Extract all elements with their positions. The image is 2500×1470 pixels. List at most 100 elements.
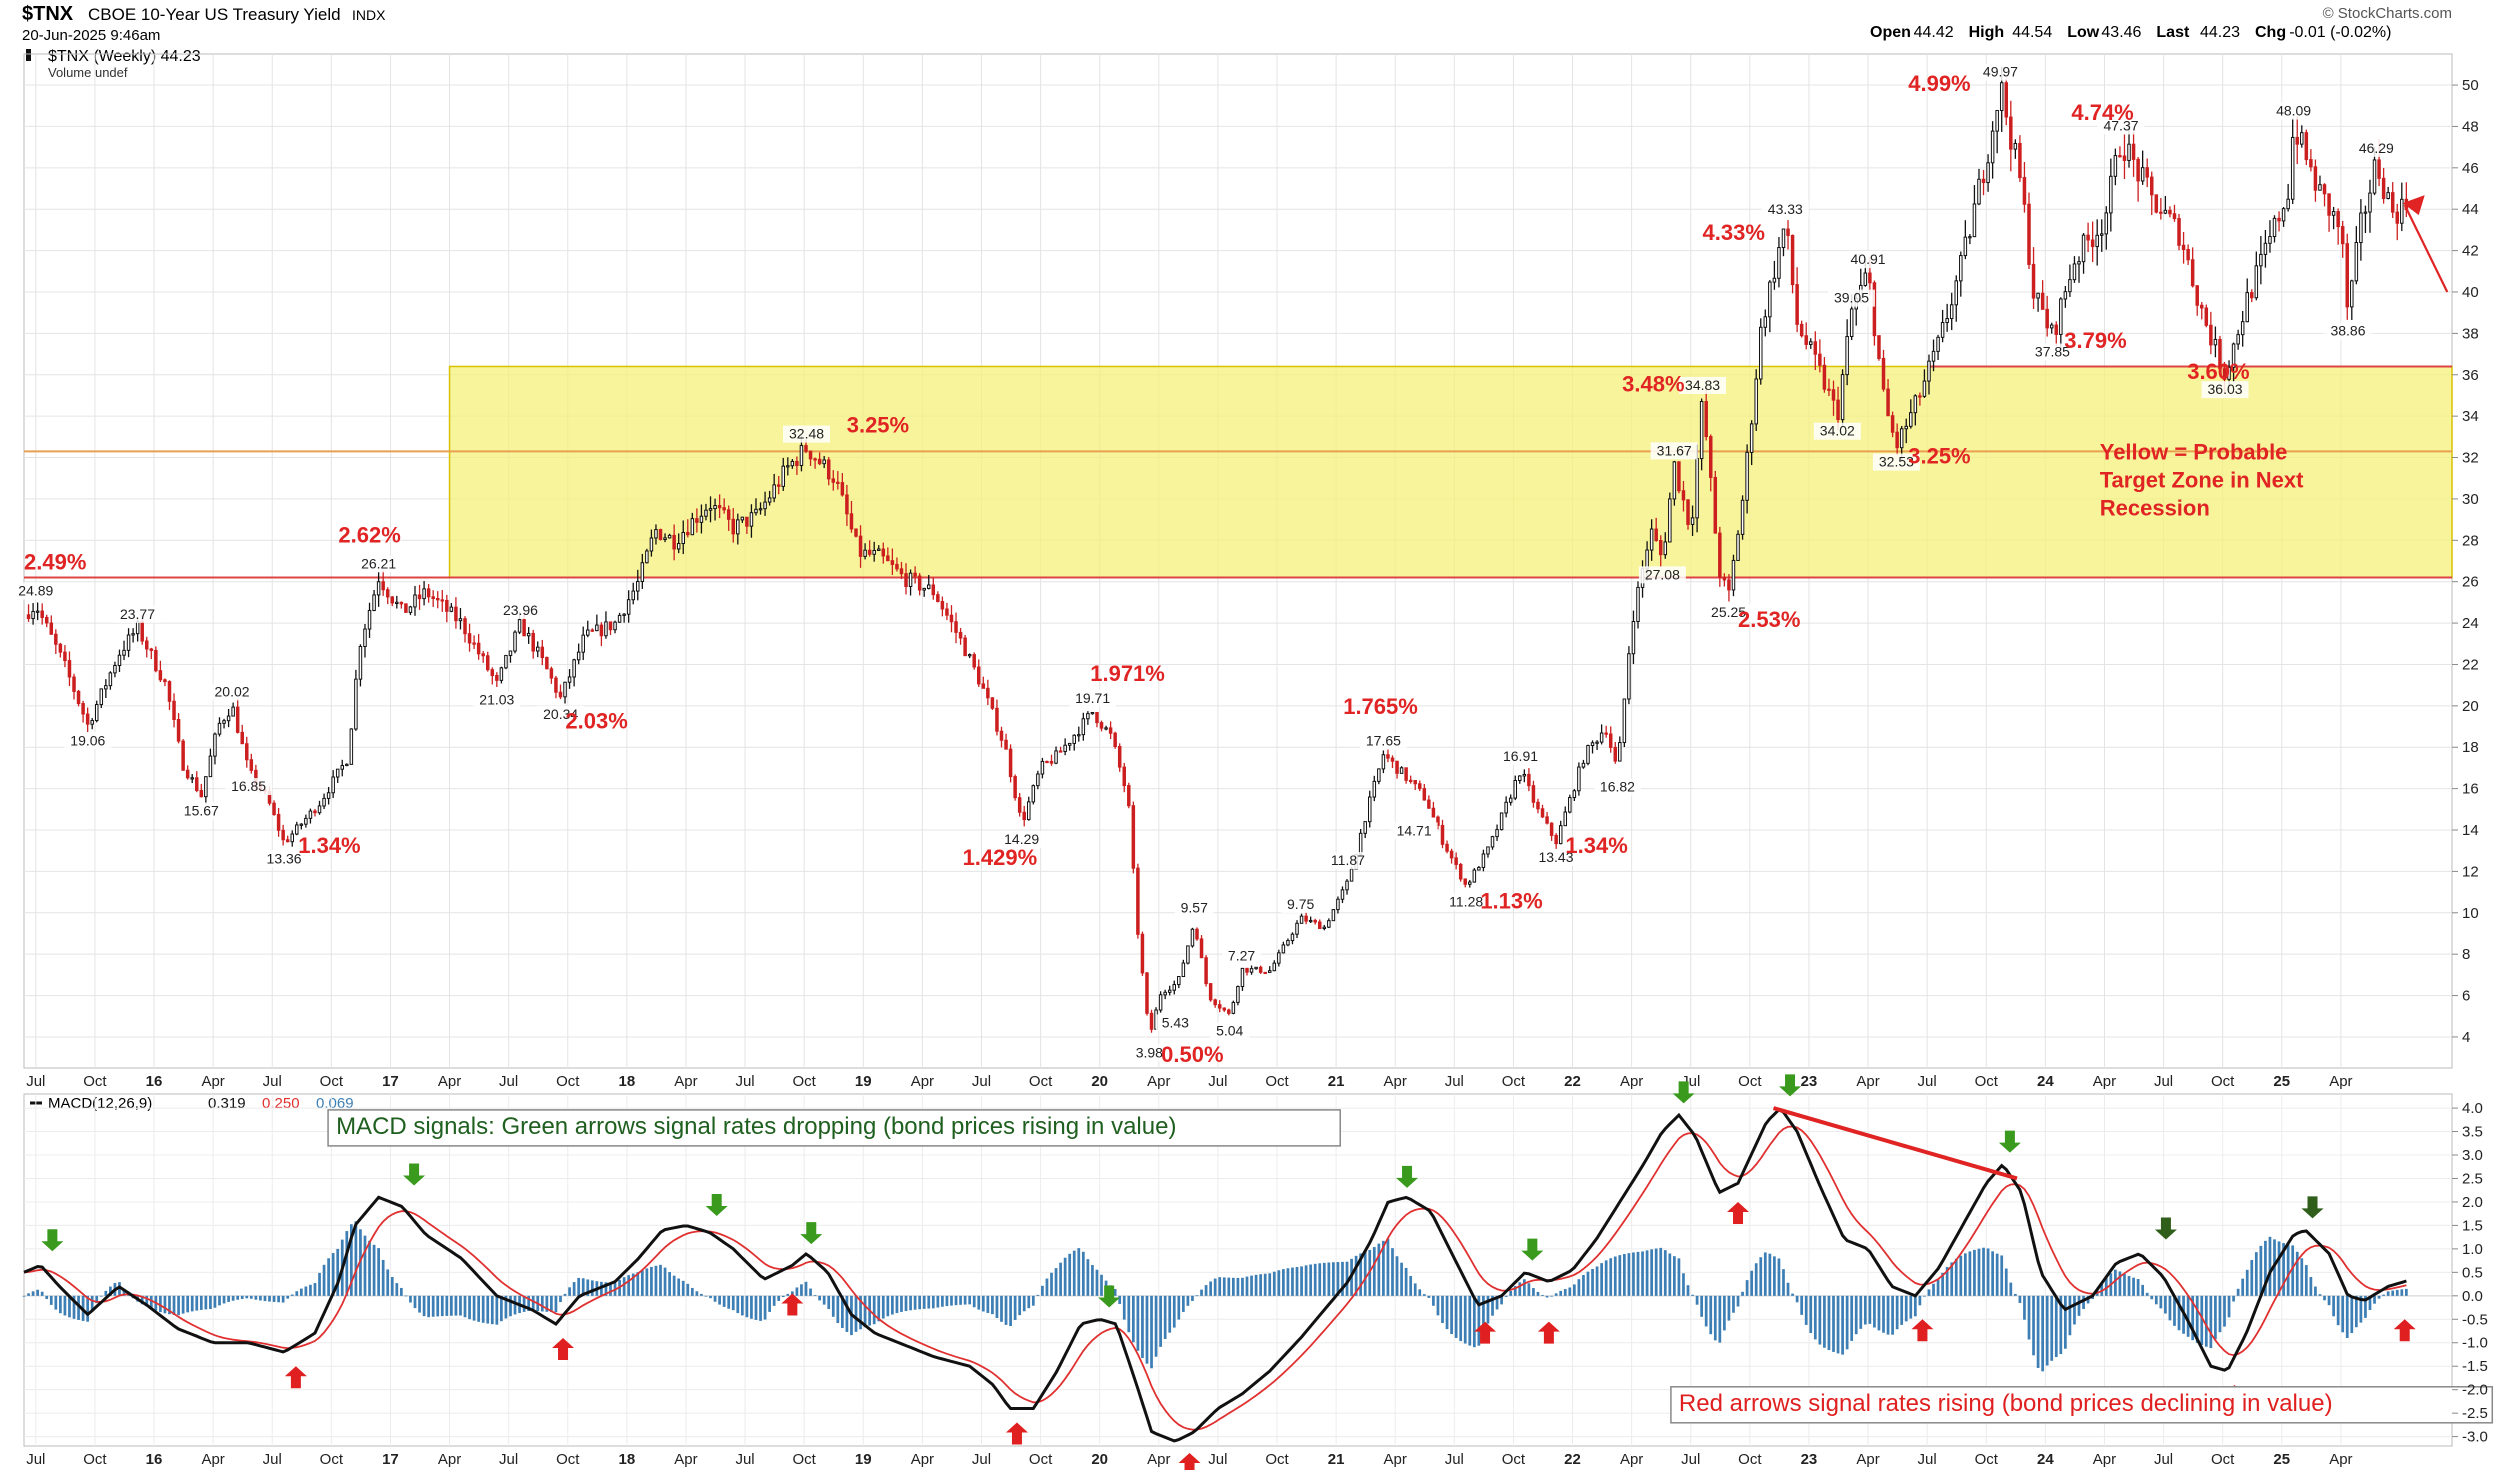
candle-body	[235, 706, 240, 733]
candle-body	[1777, 247, 1781, 279]
candle-body	[817, 458, 822, 465]
point-label: 21.03	[479, 692, 514, 708]
histogram-bar	[1000, 1295, 1003, 1322]
histogram-bar	[2291, 1245, 2295, 1296]
histogram-bar	[872, 1295, 876, 1325]
candle-body	[1004, 739, 1008, 750]
histogram-bar	[895, 1295, 899, 1314]
candle-body	[1272, 962, 1277, 972]
histogram-bar	[345, 1231, 349, 1296]
x-tick-label: 25	[2273, 1451, 2290, 1468]
histogram-bar	[72, 1295, 76, 1319]
candle-body	[2036, 292, 2040, 299]
x-tick-label: Jul	[1445, 1073, 1464, 1090]
down-arrow-icon	[2301, 1196, 2324, 1219]
candle-body	[2081, 234, 2086, 263]
ohlc-value: 44.54	[2012, 24, 2052, 41]
histogram-bar	[1782, 1269, 1785, 1296]
candle-body	[2400, 198, 2404, 224]
candle-body	[1377, 768, 1381, 782]
histogram-bar	[1372, 1247, 1376, 1296]
histogram-bar	[1741, 1291, 1744, 1296]
candle-body	[2072, 263, 2077, 281]
histogram-bar	[409, 1295, 412, 1303]
candle-body	[2099, 233, 2104, 236]
histogram-bar	[2032, 1295, 2035, 1356]
histogram-bar	[1954, 1258, 1958, 1296]
histogram-bar	[2209, 1295, 2213, 1349]
percent-annotation: 2.62%	[338, 522, 400, 547]
histogram-bar	[640, 1270, 644, 1296]
histogram-bar	[418, 1295, 421, 1313]
x-tick-label: Apr	[2093, 1073, 2116, 1090]
candle-body	[104, 685, 108, 690]
up-arrow-icon	[1178, 1453, 1201, 1470]
candle-body	[2168, 209, 2172, 215]
candle-body	[2368, 192, 2372, 213]
candle-body	[1554, 834, 1558, 845]
y-tick-label: 2.0	[2462, 1194, 2483, 1211]
histogram-bar	[777, 1295, 781, 1301]
histogram-bar	[1941, 1272, 1944, 1296]
histogram-bar	[1763, 1252, 1767, 1296]
point-label-bg	[260, 850, 308, 868]
candle-body	[1190, 928, 1195, 947]
candle-body	[1113, 732, 1117, 748]
histogram-bar	[122, 1288, 126, 1296]
histogram-bar	[2309, 1277, 2313, 1296]
histogram-bar	[2004, 1268, 2008, 1296]
up-arrow-icon	[1727, 1201, 1750, 1224]
histogram-bar	[2000, 1255, 2004, 1296]
point-label-bg	[1761, 201, 1809, 219]
candle-body	[1331, 909, 1336, 922]
candle-body	[1081, 718, 1086, 736]
histogram-bar	[299, 1288, 303, 1296]
point-label: 19.71	[1075, 690, 1110, 706]
candle-body	[522, 619, 526, 637]
histogram-bar	[2268, 1236, 2272, 1296]
histogram-bar	[2177, 1295, 2181, 1331]
histogram-bar	[1836, 1295, 1840, 1354]
candle-body	[1668, 498, 1672, 543]
histogram-bar	[1682, 1273, 1685, 1296]
candle-body	[1140, 933, 1145, 974]
candle-body	[695, 518, 699, 523]
candle-body	[1363, 821, 1367, 834]
candle-body	[1672, 461, 1677, 500]
histogram-bar	[1445, 1295, 1449, 1330]
histogram-bar	[786, 1293, 790, 1296]
histogram-bar	[1677, 1258, 1681, 1296]
histogram-bar	[2059, 1295, 2063, 1355]
candle-body	[204, 776, 208, 798]
histogram-bar	[2350, 1295, 2354, 1334]
candle-body	[2113, 155, 2118, 177]
candle-body	[813, 458, 817, 461]
histogram-bar	[1859, 1295, 1863, 1329]
histogram-bar	[1309, 1264, 1313, 1296]
histogram-bar	[2023, 1295, 2026, 1320]
candle-body	[504, 654, 508, 669]
candle-body	[1713, 476, 1718, 534]
candle-body	[1586, 745, 1590, 764]
histogram-bar	[704, 1295, 708, 1297]
histogram-bar	[363, 1235, 367, 1296]
histogram-bar	[1022, 1295, 1026, 1312]
point-label-bg	[1828, 289, 1876, 307]
candle-body	[1454, 857, 1458, 865]
point-label: 39.05	[1834, 290, 1869, 306]
y-tick-label: 3.5	[2462, 1124, 2483, 1141]
histogram-bar	[731, 1295, 735, 1311]
histogram-bar	[1522, 1279, 1526, 1296]
candle-body	[304, 817, 308, 825]
candle-body	[1931, 350, 1936, 362]
candle-body	[31, 610, 35, 620]
candle-body	[1213, 999, 1217, 1006]
histogram-bar	[1086, 1259, 1090, 1296]
candle-body	[667, 534, 672, 539]
histogram-bar	[1650, 1249, 1654, 1296]
down-arrow-icon	[1098, 1285, 1121, 1308]
x-tick-label: Jul	[26, 1451, 45, 1468]
histogram-bar	[1031, 1295, 1035, 1306]
histogram-bar	[1418, 1289, 1422, 1296]
candle-body	[1349, 868, 1354, 882]
